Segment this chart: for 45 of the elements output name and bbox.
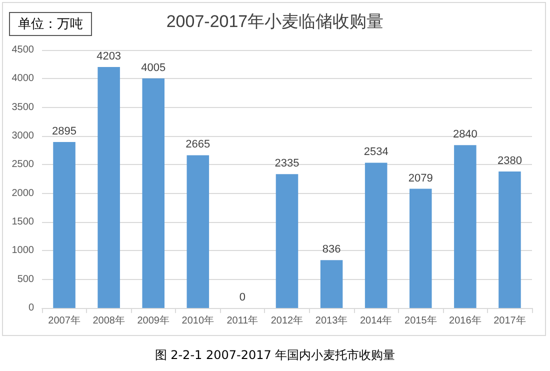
y-tick-label: 3500 [12, 102, 34, 113]
y-tick-label: 4500 [12, 44, 34, 56]
y-tick-label: 2000 [12, 188, 34, 199]
data-label: 2840 [452, 128, 478, 141]
bar [498, 172, 521, 308]
y-tick-label: 500 [17, 274, 34, 285]
x-tick-label: 2014年 [360, 314, 392, 326]
bar [276, 174, 298, 308]
y-tick-label: 1500 [12, 216, 34, 228]
data-label: 2079 [408, 172, 433, 184]
data-label: 0 [239, 292, 246, 304]
data-label: 2335 [274, 158, 300, 170]
data-label: 2895 [52, 126, 77, 138]
x-tick-label: 2012年 [270, 314, 304, 326]
x-tick-label: 2007年 [48, 314, 80, 326]
x-tick-label: 2008年 [92, 314, 125, 326]
y-tick-label: 3000 [12, 130, 34, 142]
data-label: 836 [322, 244, 341, 256]
data-label: 4005 [141, 62, 166, 74]
x-tick-label: 2011年 [226, 314, 258, 326]
y-tick-label: 4000 [12, 73, 34, 84]
bar [410, 188, 432, 308]
caption: 图 2-2-1 2007-2017 年国内小麦托市收购量 [154, 347, 396, 364]
x-tick-label: 2013年 [315, 314, 348, 326]
x-tick-label: 2010年 [182, 314, 214, 326]
bar [320, 260, 343, 308]
chart-title: 2007-2017年小麦临储收购量 [166, 12, 384, 31]
bar [186, 155, 210, 308]
bar [53, 142, 76, 308]
bar [98, 67, 120, 308]
text: 单位：万吨 [9, 12, 92, 36]
y-tick-label: 0 [28, 302, 34, 314]
data-label: 2380 [497, 155, 522, 168]
data-label: 2665 [186, 138, 210, 151]
data-label: 4203 [96, 50, 122, 63]
x-tick-label: 2015年 [404, 314, 437, 326]
x-tick-label: 2017年 [494, 314, 526, 326]
data-label: 2534 [364, 146, 388, 158]
bar [142, 78, 164, 308]
x-tick-label: 2016年 [449, 314, 482, 326]
y-tick-label: 2500 [12, 159, 34, 170]
x-tick-label: 2009年 [137, 314, 170, 326]
y-tick-label: 1000 [12, 245, 34, 256]
bar [364, 162, 388, 308]
bar [454, 145, 476, 308]
